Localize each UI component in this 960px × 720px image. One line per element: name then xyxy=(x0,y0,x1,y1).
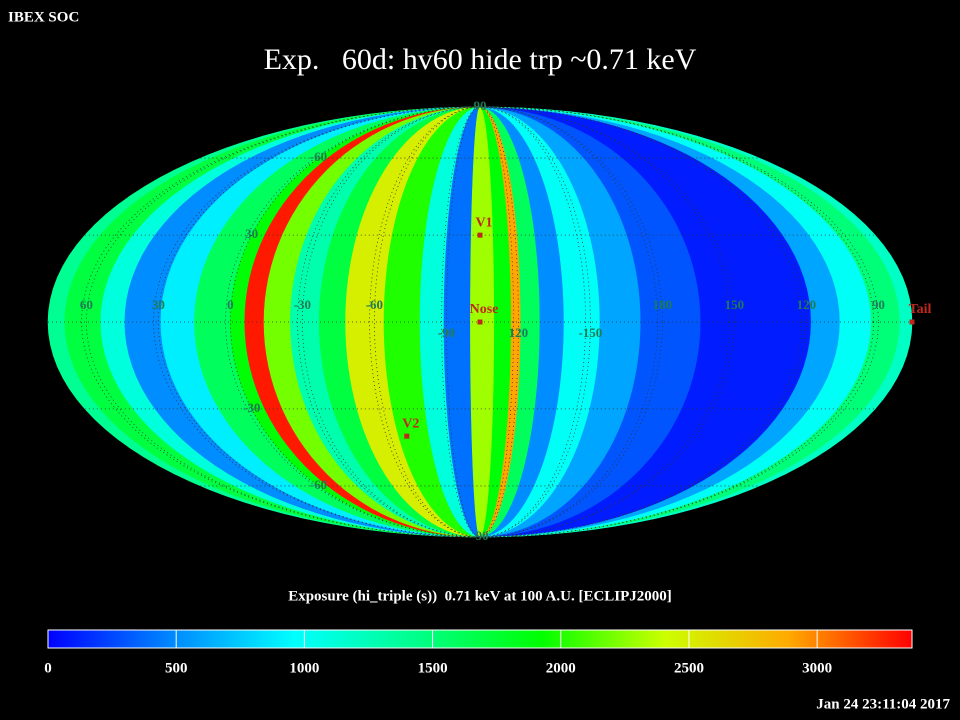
meridian-grid-line xyxy=(373,106,586,538)
colorbar-tick-label: 2500 xyxy=(674,660,704,676)
x-tick-label: -30 xyxy=(294,297,311,312)
x-tick-label: 180 xyxy=(653,297,673,312)
y-tick-label: 90 xyxy=(474,98,487,113)
x-tick-label: 150 xyxy=(725,297,745,312)
meridian-grid-line xyxy=(441,106,519,538)
y-tick-label: -60 xyxy=(310,149,327,164)
point-label: V1 xyxy=(475,215,492,230)
colorbar-tick-label: 1000 xyxy=(289,660,319,676)
meridian-grid-line xyxy=(445,106,514,538)
meridian-grid-line xyxy=(369,106,591,538)
colorbar-tick-label: 500 xyxy=(165,660,188,676)
meridian-grid-line xyxy=(225,106,735,538)
x-tick-label: 90 xyxy=(872,297,885,312)
y-tick-label: 30 xyxy=(245,226,258,241)
meridian-grid-line xyxy=(229,106,731,538)
colorbar-tick-label: 3000 xyxy=(802,660,832,676)
x-tick-label: 120 xyxy=(509,325,529,340)
colorbar-tick-label: 2000 xyxy=(546,660,576,676)
map: 60 30 0 -30 -60 -90 120 -150 180 150 120 90 90 -60 30 -… xyxy=(47,98,932,543)
point-label: Nose xyxy=(470,302,499,317)
chart-title: Exp. 60d: hv60 hide trp ~0.71 keV xyxy=(264,43,697,76)
point-label: V2 xyxy=(402,416,419,431)
x-tick-label: -150 xyxy=(578,325,602,340)
colorbar-tick-label: 0 xyxy=(44,660,52,676)
y-tick-label: -30 xyxy=(243,400,260,415)
x-tick-label: 60 xyxy=(80,297,93,312)
y-tick-label: -60 xyxy=(310,477,327,492)
colorbar-ticks: 0 500 1000 1500 2000 2500 3000 xyxy=(44,630,832,676)
timestamp: Jan 24 23:11:04 2017 xyxy=(816,696,950,712)
colorbar xyxy=(47,629,913,649)
x-tick-label: 120 xyxy=(797,297,817,312)
y-tick-label: -90 xyxy=(471,528,488,543)
point-marker xyxy=(477,319,483,325)
meridian-grid-line xyxy=(153,106,807,538)
point-marker xyxy=(909,319,915,325)
point-label: Tail xyxy=(909,302,932,317)
meridian-grid-line xyxy=(81,106,879,538)
x-tick-label: -60 xyxy=(366,297,383,312)
header: IBEX SOC xyxy=(8,9,79,25)
x-tick-label: -90 xyxy=(438,325,455,340)
colorbar-label: Exposure (hi_triple (s)) 0.71 keV at 100… xyxy=(288,588,672,604)
x-tick-label: 0 xyxy=(227,297,234,312)
x-tick-label: 30 xyxy=(152,297,165,312)
point-marker xyxy=(404,433,410,439)
colorbar-tick-label: 1500 xyxy=(418,660,448,676)
point-marker xyxy=(477,232,483,238)
